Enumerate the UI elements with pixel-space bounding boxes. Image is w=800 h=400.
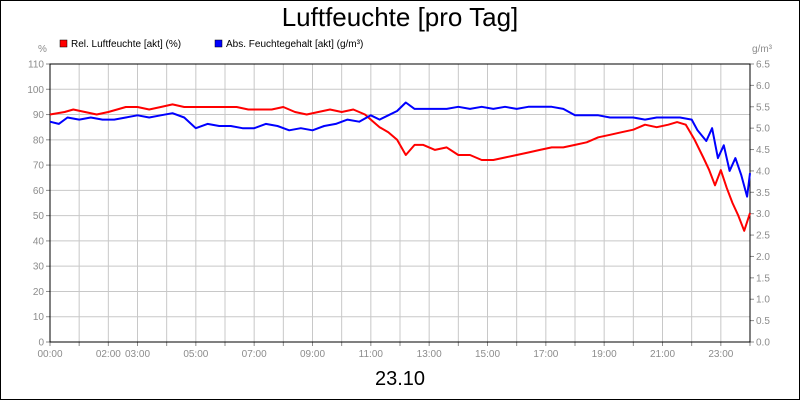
chart-grid (46, 63, 754, 346)
x-tick-label: 00:00 (37, 349, 62, 360)
chart-legend: Rel. Luftfeuchte [akt] (%) Abs. Feuchtege… (59, 39, 363, 50)
y-right-tick-label: 3.5 (756, 188, 770, 199)
y-left-tick-label: 70 (33, 161, 45, 172)
legend-swatch (214, 39, 223, 48)
y-right-tick-label: 2.0 (756, 252, 770, 263)
y-left-tick-label: 60 (33, 186, 45, 197)
x-tick-label: 09:00 (300, 349, 325, 360)
y-right-tick-label: 4.5 (756, 145, 770, 156)
legend-label: Abs. Feuchtegehalt [akt] (g/m³) (226, 39, 363, 50)
y-left-tick-label: 110 (28, 60, 44, 71)
legend-label: Rel. Luftfeuchte [akt] (%) (71, 39, 181, 50)
chart-title: Luftfeuchte [pro Tag] (281, 2, 519, 32)
y-left-tick-label: 20 (33, 287, 45, 298)
x-tick-label: 23:00 (708, 349, 733, 360)
y-right-tick-label: 5.5 (756, 102, 770, 113)
x-tick-label: 19:00 (592, 349, 617, 360)
x-tick-label: 05:00 (183, 349, 208, 360)
plot-border (49, 63, 751, 343)
y-left-tick-label: 40 (33, 236, 45, 247)
x-tick-label: 02:00 (96, 349, 121, 360)
y-right-tick-label: 0.0 (756, 338, 770, 349)
x-tick-label: 21:00 (650, 349, 675, 360)
y-left-tick-label: 50 (33, 211, 45, 222)
y-left-tick-label: 80 (33, 135, 45, 146)
y-left-tick-label: 0 (38, 338, 44, 349)
chart-ticks: 0 10 20 30 40 50 60 70 80 90 100 110 0.0 0.5 1.0 1.5 2.0… (27, 60, 770, 361)
chart-axes (49, 63, 751, 343)
date-label: 23.10 (374, 368, 426, 390)
y-left-tick-label: 100 (27, 85, 44, 96)
y-right-tick-label: 0.5 (756, 316, 770, 327)
chart-series (49, 101, 751, 232)
x-tick-label: 11:00 (359, 349, 384, 360)
y-right-unit: g/m³ (752, 44, 773, 55)
series-line-rel-humidity (49, 103, 751, 232)
y-right-tick-label: 3.0 (756, 209, 770, 220)
y-left-unit: % (38, 44, 47, 55)
x-tick-label: 07:00 (242, 349, 267, 360)
legend-swatch (59, 39, 68, 48)
x-tick-label: 13:00 (417, 349, 442, 360)
y-right-tick-label: 6.5 (756, 60, 770, 71)
y-right-tick-label: 4.0 (756, 166, 770, 177)
y-right-tick-label: 1.5 (756, 273, 770, 284)
y-right-tick-label: 1.0 (756, 295, 770, 306)
x-tick-label: 17:00 (533, 349, 558, 360)
y-right-tick-label: 2.5 (756, 231, 770, 242)
y-right-tick-label: 6.0 (756, 81, 770, 92)
y-left-tick-label: 90 (33, 110, 45, 121)
series-line-abs-humidity (49, 101, 751, 198)
x-tick-label: 03:00 (125, 349, 150, 360)
y-right-tick-label: 5.0 (756, 124, 770, 135)
y-left-tick-label: 30 (33, 262, 45, 273)
x-tick-label: 15:00 (475, 349, 500, 360)
y-left-tick-label: 10 (33, 312, 45, 323)
